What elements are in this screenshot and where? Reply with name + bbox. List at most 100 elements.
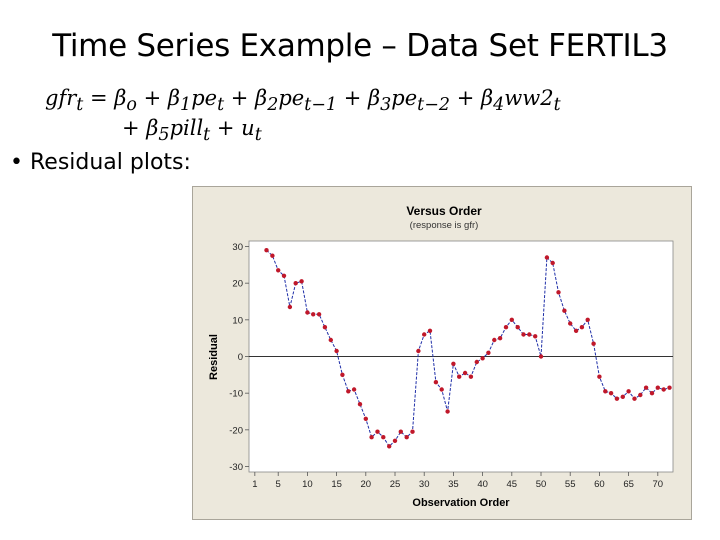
data-series	[264, 248, 672, 449]
y-tick-label: 0	[238, 352, 243, 363]
data-point	[527, 332, 532, 337]
data-point	[521, 332, 526, 337]
regression-equation-line2: + β5pillt + ut	[122, 116, 262, 146]
x-tick-label: 1	[252, 479, 257, 490]
y-tick-label: 10	[232, 315, 243, 326]
data-point	[276, 268, 281, 273]
data-point	[445, 409, 450, 414]
data-point	[568, 321, 573, 326]
data-point	[579, 325, 585, 330]
data-point	[422, 332, 427, 337]
y-tick-label: 20	[232, 279, 243, 290]
y-tick-label: -30	[229, 462, 243, 473]
data-point	[299, 279, 304, 284]
data-point	[638, 392, 643, 398]
data-point	[398, 429, 403, 434]
data-point	[287, 304, 293, 310]
data-point	[392, 438, 398, 443]
data-point	[626, 389, 631, 394]
data-point	[486, 350, 491, 355]
slide-title: Time Series Example – Data Set FERTIL3	[52, 28, 668, 64]
regression-equation-line1: gfrt = βo + β1pet + β2pet−1 + β3pet−2 + …	[45, 86, 561, 116]
x-tick-label: 30	[419, 479, 430, 490]
data-point	[462, 370, 468, 376]
data-point	[661, 387, 666, 392]
data-point	[556, 290, 561, 295]
data-point	[369, 435, 374, 440]
data-point	[316, 312, 322, 317]
data-point	[281, 273, 287, 278]
data-point	[480, 356, 485, 361]
data-point	[509, 317, 514, 322]
data-point	[433, 380, 439, 385]
data-point	[311, 312, 316, 317]
data-point	[451, 361, 456, 366]
data-point	[544, 255, 550, 260]
x-tick-label: 40	[477, 479, 488, 490]
data-point	[515, 325, 520, 330]
data-point	[305, 310, 310, 315]
data-point	[591, 341, 596, 346]
y-axis-label: Residual	[208, 334, 220, 380]
bullet-residual-plots: • Residual plots:	[10, 150, 191, 175]
x-tick-label: 20	[361, 479, 372, 490]
data-point	[585, 317, 590, 322]
x-tick-label: 70	[653, 479, 664, 490]
data-point	[649, 391, 655, 396]
data-point	[573, 328, 579, 333]
data-point	[562, 308, 567, 313]
y-tick-label: -20	[229, 425, 243, 436]
data-point	[667, 385, 672, 390]
x-tick-label: 50	[536, 479, 547, 490]
x-tick-label: 10	[302, 479, 313, 490]
data-point	[363, 416, 368, 421]
data-point	[293, 281, 298, 286]
data-point	[387, 444, 392, 449]
data-point	[416, 348, 421, 354]
y-tick-label: 30	[232, 242, 243, 253]
x-tick-label: 15	[331, 479, 342, 490]
data-point	[270, 253, 275, 258]
data-point	[264, 248, 269, 253]
x-tick-label: 55	[565, 479, 576, 490]
data-point	[643, 385, 649, 390]
data-point	[497, 336, 503, 341]
data-point	[550, 260, 555, 266]
data-point	[340, 372, 345, 377]
data-point	[492, 337, 497, 343]
data-point	[357, 402, 363, 407]
x-tick-label: 60	[594, 479, 605, 490]
x-axis-label: Observation Order	[412, 497, 510, 509]
data-point	[538, 354, 544, 359]
data-point	[381, 435, 386, 440]
data-point	[322, 325, 328, 330]
x-tick-label: 65	[623, 479, 634, 490]
y-tick-label: -10	[229, 389, 243, 400]
data-point	[346, 389, 351, 394]
data-point	[351, 387, 357, 392]
chart-title: Versus Order	[406, 204, 482, 218]
data-point	[404, 435, 409, 440]
data-point	[614, 396, 620, 401]
data-point	[457, 374, 462, 379]
data-point	[328, 337, 333, 343]
chart-frame: Versus Order (response is gfr) -30 -20 -10…	[192, 186, 692, 520]
x-tick-label: 25	[390, 479, 401, 490]
chart-subtitle: (response is gfr)	[410, 220, 479, 231]
data-point	[597, 374, 602, 379]
data-point	[334, 348, 339, 354]
residual-versus-order-chart: Versus Order (response is gfr) -30 -20 -10…	[208, 204, 674, 509]
data-point	[533, 334, 538, 339]
data-point	[632, 396, 637, 401]
data-point	[474, 359, 479, 365]
data-point	[503, 325, 509, 330]
data-point	[427, 328, 433, 333]
data-point	[620, 394, 625, 399]
data-point	[375, 429, 380, 434]
data-point	[655, 385, 660, 390]
data-point	[439, 387, 444, 392]
bullet-text: Residual plots:	[29, 150, 191, 175]
data-point	[468, 374, 474, 379]
x-tick-label: 5	[276, 479, 281, 490]
